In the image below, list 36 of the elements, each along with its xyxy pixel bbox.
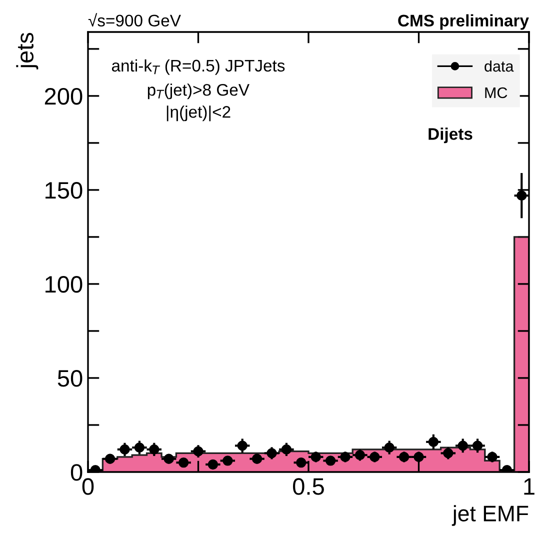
y-tick-label: 50 — [58, 370, 82, 387]
annotation: Dijets — [428, 128, 472, 144]
point — [458, 440, 468, 451]
x-tick-label: 1 — [524, 478, 534, 495]
point — [487, 452, 498, 462]
x-tick-label: 0.5 — [293, 478, 324, 495]
x-axis-title: jet EMF — [452, 505, 528, 526]
point — [120, 444, 130, 455]
point — [104, 454, 116, 464]
point — [149, 444, 160, 455]
point — [516, 190, 527, 201]
annotation: |η(jet)|<2 — [166, 106, 230, 122]
legend-label: data — [484, 60, 514, 72]
text: CMS preliminary — [398, 14, 529, 30]
point — [296, 458, 306, 468]
y-tick-label: 200 — [44, 88, 82, 105]
y-tick-label: 100 — [46, 276, 82, 293]
x-tick-label: 0 — [82, 478, 94, 495]
point — [340, 452, 350, 462]
point — [222, 456, 233, 466]
legend-label: MC — [485, 87, 508, 98]
y-tick-label: 150 — [46, 182, 82, 199]
text: √s=900 GeV — [88, 13, 181, 27]
point — [237, 440, 248, 451]
annotation: p$_{T}$(jet)>8 GeV — [148, 84, 250, 100]
y-axis-title: jets — [16, 32, 38, 70]
point — [443, 448, 454, 458]
point — [384, 442, 394, 453]
y-tick-label: 0 — [70, 464, 82, 481]
point — [370, 452, 380, 462]
annotation: anti-k$_{T}$ (R=0.5) JPTJets — [112, 59, 285, 75]
point — [164, 454, 174, 464]
point — [310, 452, 321, 462]
point — [428, 436, 439, 447]
point — [266, 448, 277, 458]
point — [252, 454, 262, 464]
